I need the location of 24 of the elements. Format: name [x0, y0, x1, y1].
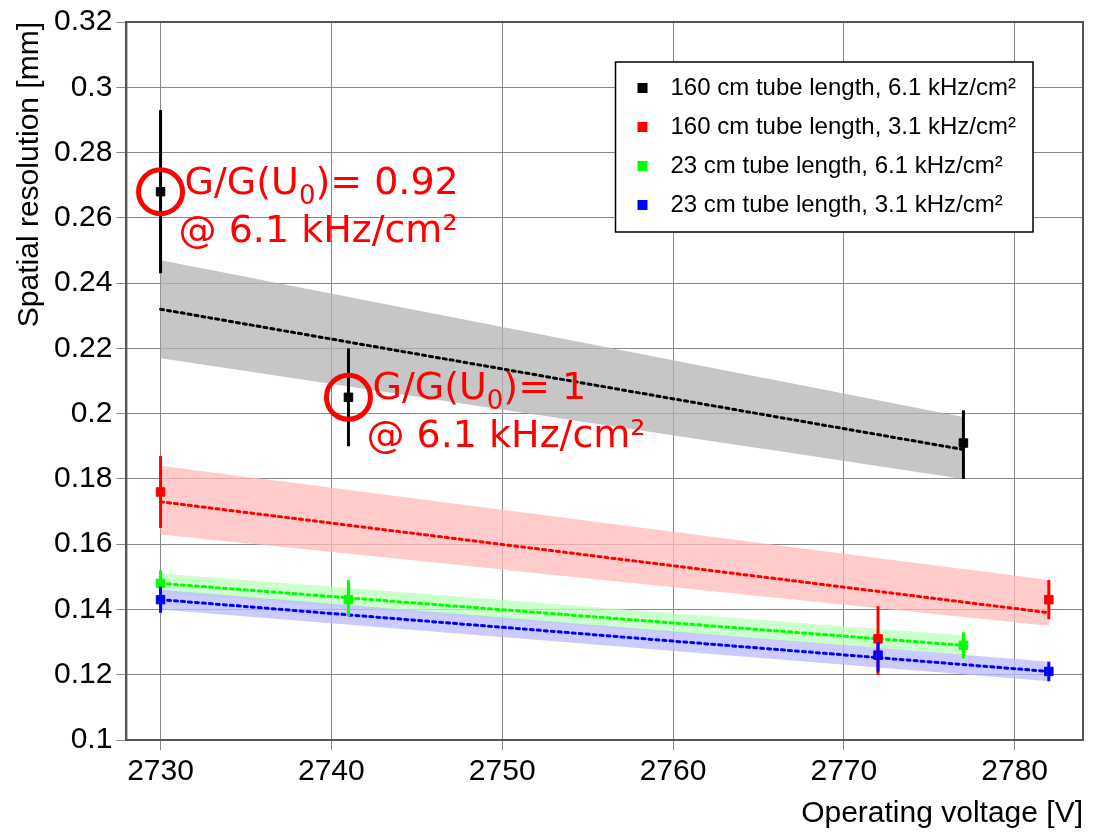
y-tick-label: 0.3: [70, 68, 113, 102]
y-tick-label: 0.14: [54, 590, 113, 624]
y-tick-label: 0.32: [54, 3, 113, 37]
x-tick-label: 2750: [468, 753, 536, 787]
legend-label: 23 cm tube length, 3.1 kHz/cm²: [670, 189, 1003, 217]
y-tick-label: 0.2: [70, 394, 113, 428]
x-tick-label: 2780: [981, 753, 1049, 787]
y-tick-label: 0.16: [54, 525, 113, 559]
x-tick-label: 2740: [298, 753, 365, 787]
y-tick-label: 0.22: [54, 329, 113, 363]
x-tick-label: 2760: [639, 753, 707, 787]
y-tick-label: 0.12: [54, 655, 113, 689]
x-tick-label: 2770: [810, 753, 878, 787]
x-tick-label: 2730: [127, 753, 194, 787]
y-axis-title: Spatial resolution [mm]: [11, 22, 45, 328]
y-tick-label: 0.18: [54, 460, 113, 494]
legend-label: 23 cm tube length, 6.1 kHz/cm²: [670, 150, 1003, 178]
y-tick-label: 0.24: [54, 264, 113, 298]
legend-label: 160 cm tube length, 6.1 kHz/cm²: [670, 72, 1017, 100]
legend-label: 160 cm tube length, 3.1 kHz/cm²: [670, 111, 1017, 139]
y-tick-label: 0.26: [54, 199, 113, 233]
y-tick-label: 0.1: [70, 721, 113, 755]
x-axis-title: Operating voltage [V]: [801, 795, 1083, 829]
y-tick-label: 0.28: [54, 133, 113, 167]
